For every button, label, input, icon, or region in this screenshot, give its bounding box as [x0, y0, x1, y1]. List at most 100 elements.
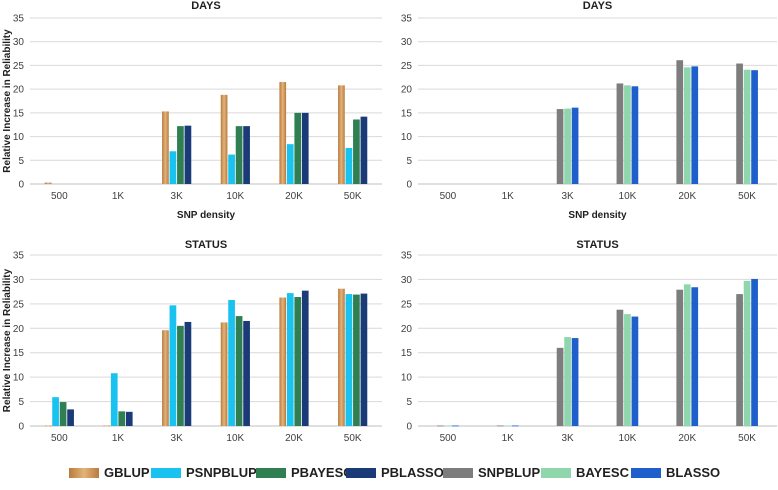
- legend: GBLUP PSNPBLUP PBAYESC PBLASSO SNPBLUP BAYESC…: [69, 465, 720, 480]
- y-tick-label: 5: [406, 397, 412, 408]
- bar-pbayesc-1k: [118, 411, 126, 426]
- bar-pblasso-10k: [243, 126, 250, 184]
- legend-label-gblup: GBLUP: [104, 465, 150, 480]
- x-tick-label: 20K: [285, 433, 303, 444]
- y-tick-label: 30: [401, 275, 413, 286]
- x-tick-label: 10K: [619, 191, 637, 202]
- bar-gblup-20k: [279, 82, 287, 184]
- bar-bayesc-10k: [624, 85, 631, 184]
- legend-swatch-pblasso: [346, 468, 376, 478]
- bar-gblup-20k: [279, 297, 287, 426]
- y-tick-label: 20: [13, 324, 25, 335]
- y-tick-label: 10: [401, 132, 413, 143]
- x-tick-label: 50K: [344, 433, 362, 444]
- bar-psnpblup-500: [52, 397, 59, 426]
- bar-bayesc-3k: [564, 337, 571, 426]
- y-tick-label: 15: [13, 348, 25, 359]
- x-tick-label: 20K: [678, 433, 696, 444]
- bar-pbayesc-20k: [294, 297, 302, 426]
- bar-psnpblup-10k: [228, 299, 235, 426]
- bar-bayesc-50k: [743, 280, 751, 426]
- bar-pblasso-1k: [125, 411, 133, 426]
- bar-psnpblup-3k: [169, 305, 177, 426]
- bar-snpblup-50k: [736, 294, 743, 426]
- x-tick-label: 20K: [678, 191, 696, 202]
- bar-gblup-500: [44, 182, 52, 184]
- bar-pblasso-10k: [243, 320, 250, 426]
- bar-bayesc-500: [444, 425, 452, 427]
- y-tick-label: 35: [401, 251, 413, 262]
- bar-gblup-1k: [103, 425, 111, 427]
- x-tick-label: 500: [440, 433, 457, 444]
- bar-blasso-10k: [631, 316, 639, 426]
- bar-pblasso-50k: [360, 116, 368, 184]
- legend-swatch-snpblup: [443, 468, 473, 478]
- x-tick-label: 3K: [171, 191, 184, 202]
- bar-snpblup-3k: [556, 347, 564, 426]
- bar-bayesc-3k: [564, 108, 571, 184]
- x-tick-label: 1K: [502, 191, 515, 202]
- bar-pbayesc-10k: [235, 126, 243, 184]
- bar-psnpblup-3k: [169, 151, 177, 184]
- y-tick-label: 0: [18, 422, 24, 433]
- y-axis-label: Relative Increase in Reliability: [2, 29, 13, 173]
- chart-title: DAYS: [583, 0, 613, 12]
- bar-bayesc-10k: [624, 314, 631, 426]
- x-tick-label: 3K: [561, 191, 574, 202]
- bar-snpblup-500: [437, 425, 444, 427]
- bar-gblup-500: [44, 425, 52, 427]
- bar-blasso-20k: [691, 66, 699, 184]
- y-tick-label: 5: [18, 156, 24, 167]
- chart-panel-1: 0 5 10 15 20 25 30 35 DAYS SNP density Relative In…: [2, 0, 382, 221]
- x-tick-label: 20K: [285, 191, 303, 202]
- bar-snpblup-10k: [616, 309, 624, 426]
- y-tick-label: 35: [401, 14, 413, 25]
- legend-label-pblasso: PBLASSO: [381, 465, 444, 480]
- bar-bayesc-20k: [683, 67, 691, 184]
- bar-gblup-3k: [162, 111, 169, 184]
- y-tick-label: 15: [13, 108, 25, 119]
- x-tick-label: 50K: [738, 191, 756, 202]
- legend-label-snpblup: SNPBLUP: [478, 465, 540, 480]
- y-tick-label: 15: [401, 348, 413, 359]
- bar-pbayesc-3k: [177, 325, 184, 426]
- bar-bayesc-20k: [683, 284, 691, 426]
- bar-psnpblup-20k: [286, 293, 294, 426]
- y-tick-label: 25: [401, 299, 413, 310]
- y-tick-label: 25: [13, 299, 25, 310]
- bar-blasso-3k: [571, 338, 579, 426]
- bar-psnpblup-50k: [345, 147, 353, 184]
- y-tick-label: 10: [13, 132, 25, 143]
- bar-blasso-1k: [511, 425, 519, 427]
- bar-bayesc-1k: [504, 425, 512, 427]
- bar-pblasso-3k: [184, 125, 192, 184]
- y-tick-label: 10: [13, 373, 25, 384]
- x-tick-label: 3K: [561, 433, 574, 444]
- y-axis-label: Relative Increase in Reliability: [2, 268, 13, 412]
- bar-snpblup-50k: [736, 63, 743, 184]
- bar-snpblup-1k: [496, 425, 504, 427]
- bar-pbayesc-50k: [353, 294, 360, 426]
- bar-pbayesc-10k: [235, 316, 243, 426]
- x-tick-label: 1K: [112, 191, 125, 202]
- x-tick-label: 50K: [738, 433, 756, 444]
- x-axis-label: SNP density: [177, 210, 236, 221]
- bar-bayesc-50k: [743, 69, 751, 184]
- chart-title: DAYS: [191, 0, 221, 12]
- bar-pblasso-20k: [301, 290, 309, 426]
- y-tick-label: 35: [13, 251, 25, 262]
- bar-gblup-10k: [220, 322, 228, 426]
- legend-label-blasso: BLASSO: [666, 465, 720, 480]
- y-tick-label: 10: [401, 373, 413, 384]
- bar-pblasso-3k: [184, 321, 192, 426]
- y-tick-label: 30: [401, 37, 413, 48]
- legend-label-bayesc: BAYESC: [576, 465, 630, 480]
- legend-swatch-bayesc: [541, 468, 571, 478]
- y-tick-label: 30: [13, 275, 25, 286]
- legend-label-psnpblup: PSNPBLUP: [186, 465, 257, 480]
- x-tick-label: 3K: [171, 433, 184, 444]
- x-tick-label: 10K: [226, 191, 244, 202]
- bar-gblup-3k: [162, 330, 169, 426]
